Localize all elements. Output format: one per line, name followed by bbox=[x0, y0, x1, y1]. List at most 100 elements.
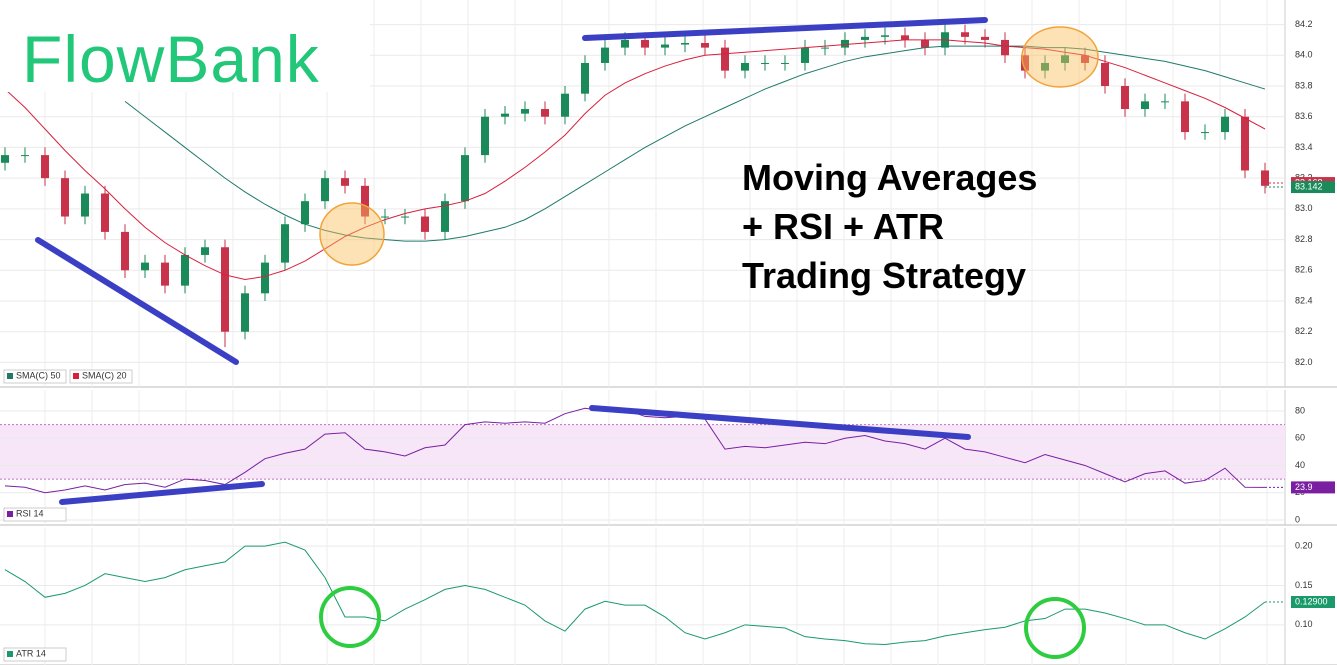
candle-body bbox=[441, 201, 449, 232]
series-line bbox=[4, 39, 1266, 281]
candle-body bbox=[121, 231, 129, 271]
candle-body bbox=[481, 116, 489, 156]
candle-body bbox=[801, 47, 809, 63]
series-line bbox=[4, 541, 1266, 646]
highlight-circle bbox=[1024, 597, 1086, 659]
candle-body bbox=[461, 155, 469, 202]
candle-body bbox=[961, 32, 969, 37]
legend-box bbox=[3, 369, 67, 384]
candle-body bbox=[1001, 39, 1009, 56]
candle-body bbox=[1081, 55, 1089, 63]
candle-body bbox=[721, 47, 729, 71]
value-tag bbox=[1291, 481, 1335, 494]
value-tag-label: 0.12900 bbox=[1295, 596, 1328, 606]
highlight-circle bbox=[319, 202, 385, 266]
candle-body bbox=[1221, 116, 1229, 133]
trend-line bbox=[35, 237, 239, 365]
candle-body bbox=[641, 39, 649, 48]
value-tag-label: 23.9 bbox=[1295, 482, 1313, 492]
candle-body bbox=[741, 62, 749, 71]
headline: Moving Averages bbox=[742, 157, 1037, 198]
legend-item: SMA(C) 20 bbox=[69, 369, 133, 384]
candle-body bbox=[1061, 55, 1069, 63]
candle-body bbox=[101, 193, 109, 232]
candle-body bbox=[781, 62, 789, 64]
candle-body bbox=[1141, 101, 1149, 110]
candle-body bbox=[881, 35, 889, 37]
candle-body bbox=[281, 224, 289, 263]
legend-label: SMA(C) 50 bbox=[16, 370, 61, 380]
candle-body bbox=[761, 62, 769, 64]
trend-lines bbox=[35, 17, 988, 505]
candle-body bbox=[421, 216, 429, 232]
y-tick-label: 82.2 bbox=[1295, 326, 1313, 336]
y-tick-label: 0 bbox=[1295, 514, 1300, 524]
candle-body bbox=[321, 178, 329, 202]
candle-body bbox=[361, 185, 369, 217]
legend-item: RSI 14 bbox=[3, 507, 67, 522]
legend-label: SMA(C) 20 bbox=[82, 370, 127, 380]
y-tick-label: 82.6 bbox=[1295, 265, 1313, 275]
highlight-circle bbox=[319, 586, 381, 648]
y-tick-label: 60 bbox=[1295, 433, 1305, 443]
y-tick-label: 84.0 bbox=[1295, 50, 1313, 60]
candle-body bbox=[1161, 101, 1169, 103]
candle-body bbox=[181, 254, 189, 286]
series-line bbox=[124, 45, 1266, 242]
legend-box bbox=[3, 647, 67, 662]
rsi-band bbox=[0, 424, 1285, 480]
y-tick-label: 0.20 bbox=[1295, 540, 1313, 550]
candle-body bbox=[921, 39, 929, 48]
candle-body bbox=[701, 43, 709, 48]
candle-body bbox=[201, 247, 209, 255]
candle-body bbox=[81, 193, 89, 217]
y-tick-label: 82.4 bbox=[1295, 295, 1313, 305]
candle-body bbox=[581, 62, 589, 94]
legend-box bbox=[69, 369, 133, 384]
candle-body bbox=[681, 43, 689, 45]
candle-body bbox=[261, 262, 269, 294]
legend-swatch bbox=[7, 511, 13, 517]
legend-item: SMA(C) 50 bbox=[3, 369, 67, 384]
candle-body bbox=[381, 216, 389, 218]
trend-line bbox=[59, 481, 265, 505]
y-tick-label: 0.10 bbox=[1295, 619, 1313, 629]
value-tag-label: 83.142 bbox=[1295, 181, 1323, 191]
candle-body bbox=[1121, 86, 1129, 110]
candle-body bbox=[501, 113, 509, 117]
candle-body bbox=[61, 178, 69, 217]
candle-body bbox=[521, 109, 529, 114]
y-tick-label: 82.0 bbox=[1295, 357, 1313, 367]
candle-body bbox=[1201, 132, 1209, 134]
candle-body bbox=[1241, 116, 1249, 171]
candle-body bbox=[841, 39, 849, 48]
y-tick-label: 83.6 bbox=[1295, 111, 1313, 121]
candle-body bbox=[541, 109, 549, 117]
legend-box bbox=[3, 507, 67, 522]
candle-body bbox=[41, 155, 49, 179]
candle-body bbox=[821, 47, 829, 49]
legend-item: ATR 14 bbox=[3, 647, 67, 662]
candle-body bbox=[661, 44, 669, 48]
value-tag bbox=[1291, 596, 1335, 609]
candle-body bbox=[601, 47, 609, 63]
candle-body bbox=[861, 36, 869, 40]
value-tag bbox=[1291, 181, 1335, 194]
y-tick-label: 0.15 bbox=[1295, 580, 1313, 590]
candle-body bbox=[221, 247, 229, 332]
legend-swatch bbox=[7, 651, 13, 657]
candle-body bbox=[141, 262, 149, 271]
y-tick-label: 83.8 bbox=[1295, 80, 1313, 90]
candle-body bbox=[621, 39, 629, 48]
candle-body bbox=[241, 293, 249, 332]
y-tick-label: 40 bbox=[1295, 460, 1305, 470]
candle-body bbox=[1181, 101, 1189, 133]
candle-body bbox=[341, 178, 349, 186]
trend-line bbox=[582, 17, 988, 41]
trend-line bbox=[589, 405, 971, 440]
logo: FlowBank bbox=[22, 22, 320, 96]
legend-label: RSI 14 bbox=[16, 508, 44, 518]
headline: + RSI + ATR bbox=[742, 206, 944, 247]
